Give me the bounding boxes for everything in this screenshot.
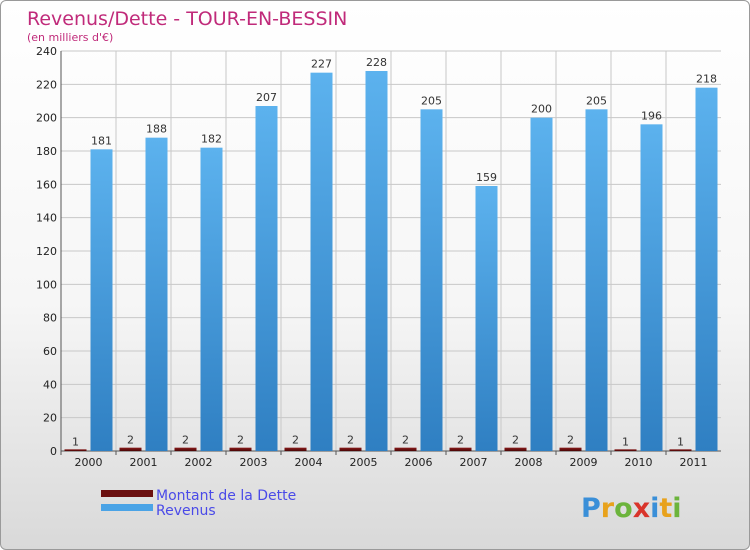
x-tick-label: 2003 (240, 456, 268, 469)
legend-swatch-revenue (101, 504, 153, 511)
bar-debt (339, 447, 362, 451)
data-label-revenue: 227 (311, 58, 332, 71)
x-tick-label: 2002 (185, 456, 213, 469)
logo-letter-t: t (659, 493, 672, 524)
y-tick-label: 80 (43, 312, 57, 325)
y-tick-label: 140 (36, 212, 57, 225)
bar-revenue (310, 72, 333, 452)
x-tick-label: 2000 (75, 456, 103, 469)
chart-title: Revenus/Dette - TOUR-EN-BESSIN (27, 8, 347, 30)
logo-letter-p: P (581, 493, 601, 524)
logo-letter-i: i (650, 493, 659, 524)
data-label-debt: 2 (567, 434, 574, 447)
bar-debt (449, 447, 472, 451)
bar-revenue (530, 117, 553, 452)
legend-label-revenue: Revenus (156, 503, 216, 519)
bar-debt (284, 447, 307, 451)
x-tick-label: 2007 (460, 456, 488, 469)
y-tick-label: 60 (43, 345, 57, 358)
bar-revenue (640, 124, 663, 451)
data-label-revenue: 218 (696, 73, 717, 86)
bar-debt (504, 447, 527, 451)
data-labels: 1181218821822207222722282205215922002205… (72, 56, 717, 448)
legend-label-debt: Montant de la Dette (156, 488, 296, 504)
y-tick-label: 180 (36, 145, 57, 158)
data-label-debt: 2 (292, 434, 299, 447)
bar-revenue (255, 106, 278, 451)
data-label-debt: 2 (457, 434, 464, 447)
data-label-revenue: 205 (421, 94, 442, 107)
data-label-revenue: 228 (366, 56, 387, 69)
bar-revenue (420, 109, 443, 451)
legend-swatch-debt (101, 490, 153, 497)
bar-revenue (695, 87, 718, 452)
data-label-debt: 2 (237, 434, 244, 447)
logo-letter-x: x (633, 493, 650, 524)
bar-debt (394, 447, 417, 451)
data-label-debt: 2 (347, 434, 354, 447)
data-label-debt: 1 (677, 435, 684, 448)
data-label-debt: 1 (72, 435, 79, 448)
y-tick-label: 240 (36, 45, 57, 58)
data-label-debt: 2 (402, 434, 409, 447)
x-tick-label: 2001 (130, 456, 158, 469)
x-tick-label: 2008 (515, 456, 543, 469)
bar-debt (229, 447, 252, 451)
logo-letter-r: r (601, 493, 615, 524)
bar-debt (64, 449, 87, 451)
x-tick-label: 2011 (680, 456, 708, 469)
data-label-revenue: 196 (641, 109, 662, 122)
x-tick-label: 2010 (625, 456, 653, 469)
data-label-debt: 1 (622, 435, 629, 448)
bar-revenue (200, 147, 223, 451)
y-tick-label: 0 (50, 445, 57, 458)
bar-debt (669, 449, 692, 451)
bar-debt (119, 447, 142, 451)
bar-debt (559, 447, 582, 451)
data-label-revenue: 205 (586, 94, 607, 107)
y-tick-label: 160 (36, 178, 57, 191)
bar-revenue (145, 137, 168, 451)
y-tick-label: 220 (36, 78, 57, 91)
y-tick-label: 100 (36, 278, 57, 291)
bars (64, 71, 718, 452)
logo-letter-o: o (614, 493, 633, 524)
data-label-revenue: 200 (531, 103, 552, 116)
y-tick-label: 200 (36, 112, 57, 125)
x-tick-label: 2005 (350, 456, 378, 469)
bar-revenue (365, 71, 388, 451)
x-tick-label: 2006 (405, 456, 433, 469)
bar-debt (614, 449, 637, 451)
data-label-debt: 2 (512, 434, 519, 447)
legend: Montant de la Dette Revenus (101, 488, 296, 519)
data-label-debt: 2 (182, 434, 189, 447)
proxiti-logo: Proxiti (581, 493, 682, 524)
bar-revenue (90, 149, 113, 452)
y-tick-label: 120 (36, 245, 57, 258)
data-label-revenue: 181 (91, 134, 112, 147)
data-label-revenue: 207 (256, 91, 277, 104)
y-tick-label: 20 (43, 412, 57, 425)
data-label-revenue: 188 (146, 123, 167, 136)
y-tick-label: 40 (43, 378, 57, 391)
bar-revenue (475, 186, 498, 451)
grid (61, 50, 721, 452)
data-label-revenue: 159 (476, 171, 497, 184)
axes: 0 20 40 60 80 100 120 140 160 180 200 220 240 2000 200… (36, 45, 721, 469)
data-label-debt: 2 (127, 434, 134, 447)
x-tick-label: 2004 (295, 456, 323, 469)
data-label-revenue: 182 (201, 133, 222, 146)
x-tick-label: 2009 (570, 456, 598, 469)
chart-subtitle: (en milliers d'€) (27, 31, 113, 44)
logo-letter-i2: i (672, 493, 681, 524)
bar-revenue (585, 109, 608, 451)
bar-debt (174, 447, 197, 451)
